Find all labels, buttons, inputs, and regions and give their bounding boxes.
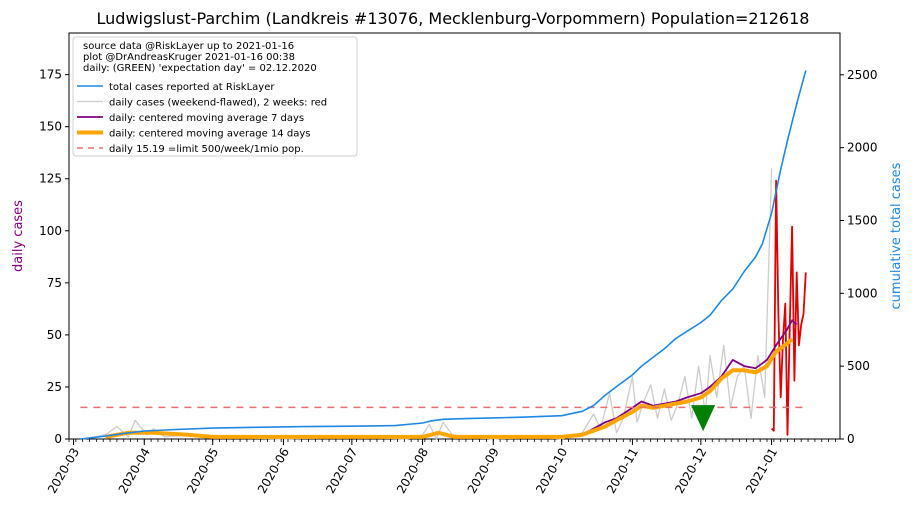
legend-header-line: daily: (GREEN) 'expectation day' = 02.12… — [83, 63, 317, 74]
plot-series-layer — [80, 70, 807, 440]
right-axis-tick-label: 1500 — [847, 213, 878, 227]
x-axis: 2020-03 2020-04 2020-05 2020-06 2020-07 2020-… — [45, 439, 836, 496]
daily-cases-line — [82, 168, 773, 440]
right-axis-tick-label: 1000 — [847, 286, 878, 300]
left-axis-tick-label: 175 — [39, 68, 62, 82]
x-axis-tick-label: 2020-10 — [533, 446, 570, 496]
left-axis-tick-label: 75 — [47, 276, 62, 290]
plot-area — [68, 32, 841, 440]
x-axis-tick-label: 2021-01 — [743, 446, 780, 496]
left-axis-label: daily cases — [11, 200, 26, 272]
left-axis-tick-label: 125 — [39, 172, 62, 186]
expectation-day-marker — [691, 405, 716, 432]
legend-box — [72, 36, 358, 157]
legend-header-line: source data @RiskLayer up to 2021-01-16 — [83, 41, 294, 52]
legend-label: daily 15.19 =limit 500/week/1mio pop. — [109, 144, 304, 155]
chart-title: Ludwigslust-Parchim (Landkreis #13076, M… — [97, 9, 810, 28]
legend-label: daily cases (weekend-flawed), 2 weeks: r… — [109, 98, 327, 109]
x-axis-tick-label: 2020-04 — [116, 446, 153, 496]
left-axis-tick-label: 0 — [54, 432, 62, 446]
x-axis-tick-label: 2020-11 — [604, 446, 641, 496]
legend-label: daily: centered moving average 14 days — [109, 129, 310, 140]
right-axis: 0 500 1000 1500 2000 2500 — [840, 68, 878, 446]
x-axis-tick-label: 2020-08 — [394, 446, 431, 496]
legend-header-line: plot @DrAndreasKruger 2021-01-16 00:38 — [83, 52, 295, 63]
x-axis-tick-label: 2020-12 — [672, 446, 709, 496]
x-axis-tick-label: 2020-06 — [255, 446, 292, 496]
x-axis-tick-label: 2020-09 — [465, 445, 502, 495]
right-axis-tick-label: 0 — [847, 432, 855, 446]
x-axis-tick-label: 2020-03 — [45, 446, 82, 496]
x-axis-tick-label: 2020-05 — [184, 446, 221, 496]
right-axis-tick-label: 2000 — [847, 141, 878, 155]
left-axis-tick-label: 25 — [47, 380, 62, 394]
x-axis-tick-label: 2020-07 — [323, 446, 360, 496]
right-axis-tick-label: 500 — [847, 359, 870, 373]
right-axis-tick-label: 2500 — [847, 68, 878, 82]
total-cases-line — [80, 70, 807, 440]
legend: source data @RiskLayer up to 2021-01-16p… — [72, 36, 358, 157]
daily-recent-line — [770, 179, 807, 436]
left-axis-tick-label: 150 — [39, 120, 62, 134]
left-axis: 0 25 50 75 100 125 150 175 — [39, 68, 69, 446]
legend-label: total cases reported at RiskLayer — [109, 82, 275, 93]
legend-label: daily: centered moving average 7 days — [109, 113, 304, 124]
left-axis-tick-label: 50 — [47, 328, 62, 342]
left-axis-tick-label: 100 — [39, 224, 62, 238]
ma14-line — [105, 337, 794, 439]
right-axis-label: cumulative total cases — [889, 162, 904, 309]
